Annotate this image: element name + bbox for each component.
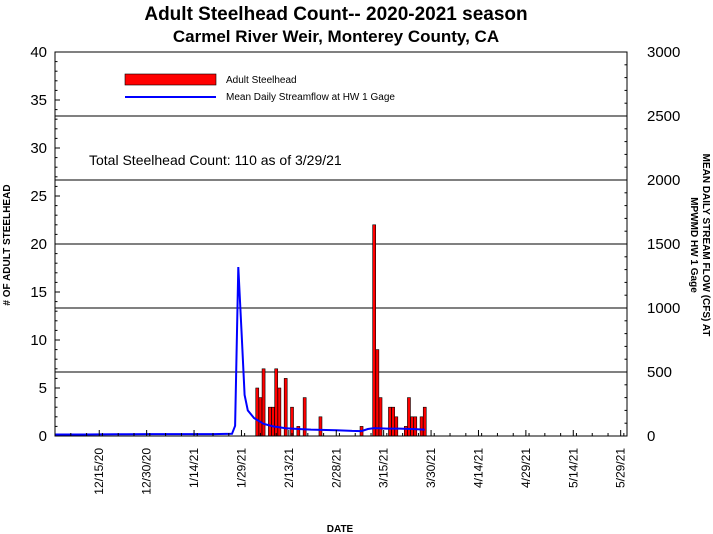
y2-tick-label: 1000	[647, 300, 680, 317]
legend-bar-label: Adult Steelhead	[226, 75, 297, 86]
y-tick-label: 20	[30, 236, 47, 253]
steelhead-bar	[422, 406, 427, 437]
steelhead-bar	[413, 416, 418, 437]
chart-subtitle: Carmel River Weir, Monterey County, CA	[173, 27, 499, 46]
x-tick-label: 2/13/21	[282, 448, 296, 488]
x-tick-label: 4/29/21	[519, 448, 533, 488]
steelhead-bar	[388, 406, 392, 437]
y2-tick-label: 500	[647, 364, 672, 381]
y2-tick-label: 1500	[647, 236, 680, 253]
x-tick-label: 1/29/21	[234, 448, 248, 488]
y-tick-label: 5	[39, 380, 47, 397]
steelhead-bar	[255, 387, 260, 437]
legend-line-label: Mean Daily Streamflow at HW 1 Gage	[226, 92, 395, 103]
x-tick-label: 4/14/21	[471, 448, 485, 488]
x-tick-label: 5/29/21	[614, 448, 628, 488]
steelhead-bar	[277, 387, 282, 437]
y2-tick-label: 2000	[647, 172, 680, 189]
steelhead-bar	[394, 416, 399, 437]
steelhead-bar	[407, 397, 411, 437]
bar-series	[255, 224, 427, 437]
x-axis-label: DATE	[327, 524, 354, 534]
legend-bar-swatch	[124, 73, 217, 86]
steelhead-bar	[419, 416, 424, 437]
steelhead-bar	[290, 406, 294, 437]
x-tick-label: 3/15/21	[377, 448, 391, 488]
y-tick-label: 25	[30, 188, 47, 205]
y2-axis-ticks: 0 500 1000 1500 2000 2500 3000	[622, 44, 680, 445]
x-axis-ticks: 12/15/20 12/30/20 1/14/21 1/29/21 2/13/21 2/2…	[54, 430, 628, 495]
steelhead-bar	[268, 406, 272, 437]
y-tick-label: 10	[30, 332, 47, 349]
y-axis-ticks: 0 5 10 15 20 25 30 35 40	[30, 44, 60, 445]
steelhead-bar	[410, 416, 414, 437]
y-axis-label: # OF ADULT STEELHEAD	[2, 184, 13, 305]
x-tick-label: 2/28/21	[329, 448, 343, 488]
steelhead-bar	[296, 426, 301, 437]
y2-tick-label: 0	[647, 428, 655, 445]
y2-tick-label: 2500	[647, 108, 680, 125]
y-tick-label: 15	[30, 284, 47, 301]
legend: Adult Steelhead Mean Daily Streamflow at…	[124, 73, 395, 103]
total-count-annotation: Total Steelhead Count: 110 as of 3/29/21	[89, 152, 342, 168]
y-tick-label: 40	[30, 44, 47, 61]
x-tick-label: 5/14/21	[566, 448, 580, 488]
x-tick-label: 3/30/21	[424, 448, 438, 488]
y-tick-label: 30	[30, 140, 47, 157]
y-tick-label: 35	[30, 92, 47, 109]
steelhead-bar	[375, 349, 380, 437]
steelhead-bar	[372, 224, 376, 437]
steelhead-bar	[378, 397, 383, 437]
streamflow-series	[55, 266, 425, 436]
chart-title: Adult Steelhead Count-- 2020-2021 season	[144, 4, 527, 25]
x-tick-label: 1/14/21	[187, 448, 201, 488]
y-tick-label: 0	[39, 428, 47, 445]
gridlines	[55, 115, 627, 373]
steelhead-bar	[261, 368, 266, 437]
streamflow-line	[55, 266, 425, 436]
y2-axis-label-line1: MEAN DAILY STREAM FLOW (CFS) AT	[700, 154, 711, 337]
steelhead-bar	[258, 397, 263, 437]
steelhead-bar	[318, 416, 323, 437]
steelhead-bar	[271, 406, 275, 437]
x-tick-label: 12/30/20	[140, 448, 154, 495]
steelhead-bar	[391, 406, 395, 437]
y2-axis-label-line2: MPWMD HW 1 Gage	[688, 197, 699, 293]
x-tick-label: 12/15/20	[92, 448, 106, 495]
y2-tick-label: 3000	[647, 44, 680, 61]
